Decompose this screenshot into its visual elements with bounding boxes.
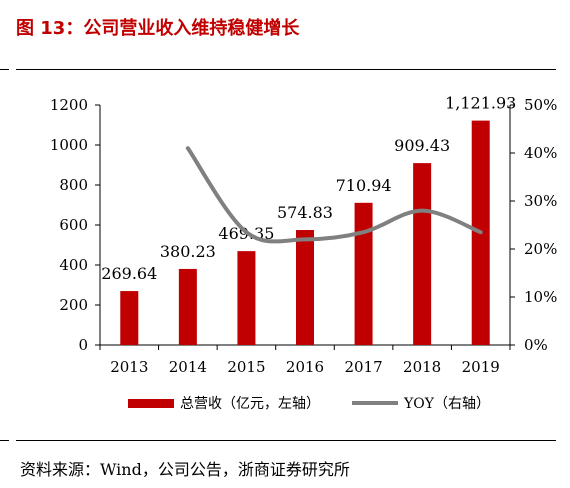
right-tick-label: 50% (524, 96, 557, 114)
source-note: 资料来源：Wind，公司公告，浙商证券研究所 (20, 460, 350, 479)
revenue-data-label: 269.64 (101, 264, 157, 283)
left-tick-label: 600 (59, 216, 88, 234)
revenue-bar (178, 268, 197, 345)
revenue-data-label: 710.94 (336, 176, 392, 195)
x-tick-label: 2016 (286, 358, 324, 376)
left-tick-label: 1000 (50, 136, 88, 154)
revenue-data-label: 574.83 (277, 203, 333, 222)
left-tick-label: 1200 (50, 96, 88, 114)
right-tick-label: 20% (524, 240, 557, 258)
legend-bar-label: 总营收（亿元，左轴） (180, 396, 320, 412)
revenue-data-label: 1,121.93 (445, 94, 516, 113)
left-tick-label: 800 (59, 176, 88, 194)
left-margin-mark (0, 440, 9, 441)
revenue-chart: 0 200 400 600 800 1000 1200 0% 10% 20% 30% 40% 50% 20… (50, 94, 558, 412)
x-tick-label: 2019 (462, 358, 500, 376)
left-tick-label: 400 (59, 256, 88, 274)
revenue-data-label: 909.43 (394, 136, 450, 155)
left-tick-label: 200 (59, 296, 88, 314)
legend-bar-swatch (128, 399, 174, 408)
x-tick-label: 2017 (344, 358, 382, 376)
revenue-bar (296, 230, 314, 345)
right-tick-label: 10% (524, 288, 557, 306)
chart-title: 图 13：公司营业收入维持稳健增长 (16, 18, 300, 39)
top-divider (16, 69, 556, 70)
right-tick-label: 0% (524, 336, 548, 354)
x-tick-label: 2018 (403, 358, 441, 376)
revenue-data-label: 380.23 (160, 242, 216, 261)
left-tick-label: 0 (78, 336, 88, 354)
right-tick-label: 40% (524, 144, 557, 162)
x-tick-label: 2014 (169, 358, 207, 376)
right-tick-label: 30% (524, 192, 557, 210)
revenue-bar (120, 291, 139, 345)
revenue-bar (413, 163, 432, 345)
revenue-bar (237, 251, 256, 345)
left-margin-mark (0, 69, 9, 70)
legend-line-label: YOY（右轴） (403, 396, 490, 412)
x-tick-label: 2015 (227, 358, 265, 376)
revenue-bar (354, 202, 373, 345)
bottom-divider (16, 440, 556, 441)
x-tick-label: 2013 (110, 358, 148, 376)
yoy-line (185, 146, 483, 244)
